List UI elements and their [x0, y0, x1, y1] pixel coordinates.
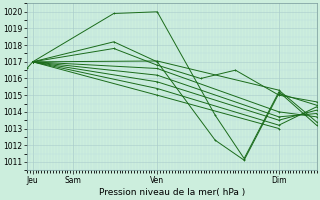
- X-axis label: Pression niveau de la mer( hPa ): Pression niveau de la mer( hPa ): [99, 188, 245, 197]
